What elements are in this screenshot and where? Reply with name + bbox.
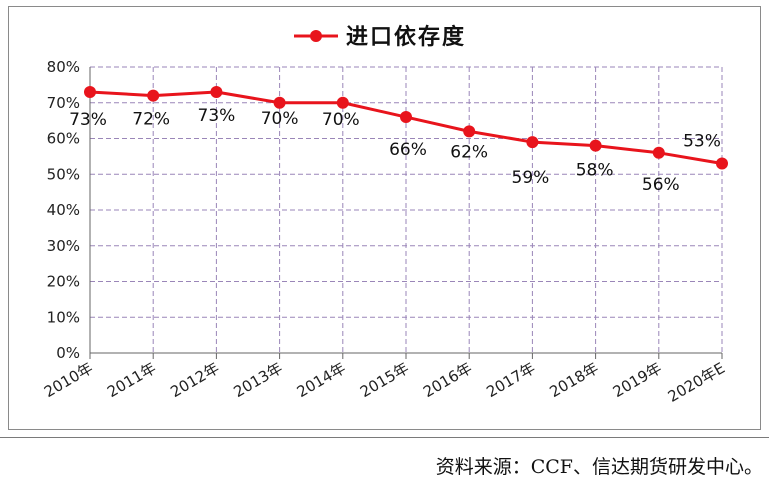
data-label: 73%	[69, 110, 107, 130]
x-tick-label: 2010年	[41, 359, 96, 401]
data-label: 70%	[261, 109, 299, 129]
data-point	[84, 86, 96, 99]
data-point	[147, 89, 160, 102]
legend-point-marker	[310, 30, 322, 42]
x-tick-label: 2014年	[294, 359, 349, 401]
data-label: 62%	[450, 142, 488, 162]
x-tick-label: 2019年	[610, 359, 665, 401]
y-tick-label: 30%	[47, 237, 80, 255]
y-tick-label: 40%	[47, 201, 80, 219]
x-tick-label: 2015年	[357, 359, 412, 401]
data-label: 66%	[389, 140, 427, 160]
y-tick-label: 0%	[56, 344, 80, 362]
grid-lines	[90, 66, 723, 353]
data-point	[526, 136, 539, 149]
data-point	[273, 96, 286, 109]
y-tick-label: 20%	[47, 273, 80, 291]
x-tick-label: 2020年E	[665, 359, 728, 406]
data-label: 59%	[512, 168, 550, 188]
data-label: 56%	[642, 175, 680, 195]
data-point	[716, 157, 728, 170]
data-label: 53%	[683, 132, 721, 152]
data-label: 72%	[132, 110, 170, 130]
x-tick-label: 2011年	[104, 359, 159, 401]
y-axis-tick-labels: 0% 10% 20% 30% 40% 50% 60% 70% 80%	[47, 58, 80, 362]
data-point	[463, 125, 476, 138]
data-label: 73%	[198, 106, 236, 126]
x-tick-label: 2017年	[483, 359, 538, 401]
legend: 进口依存度	[294, 24, 466, 50]
x-tick-label: 2013年	[231, 359, 286, 401]
y-tick-label: 70%	[47, 94, 80, 112]
line-chart: 0%10%20%30%40%50%60%70%80% 2010年 2011年 201…	[41, 24, 728, 406]
data-point	[336, 96, 349, 109]
source-divider	[0, 437, 769, 438]
source-note: 资料来源：CCF、信达期货研发中心。	[435, 456, 763, 478]
y-tick-label: 50%	[47, 165, 80, 183]
series-points	[84, 86, 728, 170]
legend-series-name: 进口依存度	[346, 24, 466, 50]
y-tick-label: 80%	[47, 58, 80, 76]
data-label: 70%	[322, 110, 360, 130]
data-label: 58%	[576, 161, 614, 181]
x-tick-label: 2018年	[547, 359, 602, 401]
x-tick-label: 2012年	[167, 359, 222, 401]
data-point	[400, 111, 412, 124]
axes	[89, 67, 723, 359]
y-tick-label: 60%	[47, 130, 80, 148]
chart-frame	[8, 6, 761, 430]
x-axis-tick-labels: 2010年 2011年 2012年 2013年 2014年 2015年 2016年 2017年…	[41, 359, 728, 406]
data-point	[589, 139, 602, 152]
data-point	[210, 86, 223, 99]
y-tick-label: 10%	[47, 308, 80, 326]
x-tick-label: 2016年	[420, 359, 475, 401]
data-labels: 73% 72% 73% 70% 70% 66% 62% 59% 58% 56% 53%	[69, 106, 721, 195]
data-point	[652, 146, 665, 159]
